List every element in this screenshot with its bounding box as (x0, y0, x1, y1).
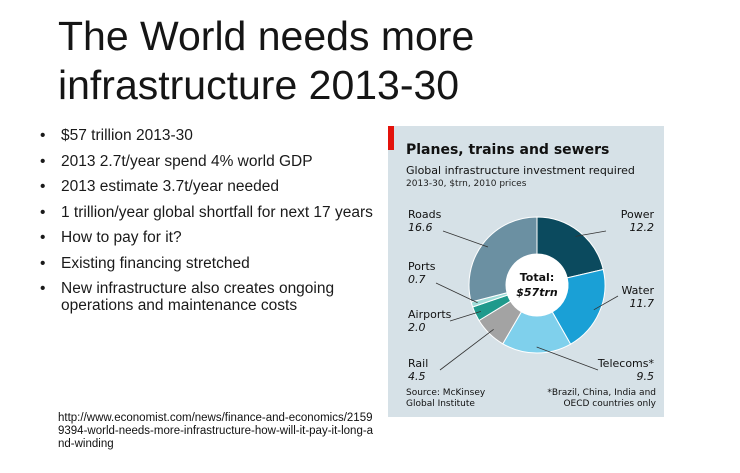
label-power: Power 12.2 (621, 208, 654, 234)
label-telecoms: Telecoms* 9.5 (598, 357, 654, 383)
bullet-dot: • (40, 152, 46, 170)
bullet-dot: • (40, 254, 46, 272)
leader-line-telecoms (536, 346, 599, 371)
chart-title: Planes, trains and sewers (406, 142, 610, 158)
bullet-dot: • (40, 229, 46, 246)
source-url-link[interactable]: http://www.economist.com/news/finance-an… (58, 412, 374, 450)
label-rail-name: Rail (408, 357, 429, 370)
chart-footnote: *Brazil, China, India and OECD countries… (547, 388, 656, 409)
bullet-dot: • (40, 280, 46, 297)
chart-subtitle: Global infrastructure investment require… (406, 164, 635, 177)
red-accent-bar (388, 126, 394, 150)
label-power-value: 12.2 (629, 221, 655, 234)
bullet-text: $57 trillion 2013-30 (61, 127, 193, 144)
label-telecoms-value: 9.5 (636, 370, 655, 383)
bullet-dot: • (40, 178, 46, 195)
label-roads: Roads 16.6 (408, 208, 441, 234)
label-water: Water 11.7 (621, 284, 654, 310)
label-roads-name: Roads (408, 208, 442, 221)
label-airports-value: 2.0 (408, 321, 426, 334)
bullet-dot: • (40, 127, 46, 144)
label-rail: Rail 4.5 (408, 357, 428, 383)
label-water-name: Water (621, 284, 654, 297)
slide-title: The World needs more infrastructure 2013… (58, 13, 475, 108)
leader-line-water (593, 295, 619, 311)
bullet-text: Existing financing stretched (61, 254, 250, 272)
bullet-item: • New infrastructure also creates ongoing… (38, 280, 378, 314)
label-ports-value: 0.7 (408, 273, 426, 286)
leader-line-power (575, 230, 607, 237)
label-rail-value: 4.5 (408, 370, 426, 383)
bullet-text: 2013 2.7t/year spend 4% world GDP (61, 152, 313, 170)
center-label-amount: $57trn (516, 286, 558, 299)
bullet-item: • How to pay for it? (38, 229, 378, 246)
center-label-total: Total: (520, 271, 554, 284)
bullet-text: How to pay for it? (61, 229, 182, 246)
leader-line-rail (439, 329, 494, 371)
bullet-item: • 1 trillion/year global shortfall for ne… (38, 204, 378, 221)
leader-line-ports (435, 282, 478, 304)
bullet-text: 2013 estimate 3.7t/year needed (61, 178, 280, 195)
bullet-list: • $57 trillion 2013-30 • 2013 2.7t/year sp… (38, 127, 378, 323)
bullet-item: • 2013 2.7t/year spend 4% world GDP (38, 153, 378, 170)
bullet-item: • 2013 estimate 3.7t/year needed (38, 178, 378, 195)
leader-line-airports (449, 310, 482, 322)
label-leader-lines (435, 230, 619, 371)
label-ports: Ports 0.7 (408, 260, 436, 286)
label-airports: Airports 2.0 (408, 308, 451, 334)
bullet-text: 1 trillion/year global shortfall for nex… (61, 203, 373, 221)
leader-line-roads (442, 230, 489, 248)
label-airports-name: Airports (408, 308, 452, 321)
label-water-value: 11.7 (629, 297, 655, 310)
bullet-item: • $57 trillion 2013-30 (38, 127, 378, 144)
label-power-name: Power (620, 208, 654, 221)
bullet-text: New infrastructure also creates ongoing … (61, 280, 335, 314)
label-ports-name: Ports (408, 260, 436, 273)
label-telecoms-name: Telecoms* (597, 357, 654, 370)
donut-chart: Total: $57trn (435, 216, 619, 371)
chart-panel: Planes, trains and sewers Global infrast… (388, 126, 664, 417)
bullet-dot: • (40, 203, 46, 221)
chart-source: Source: McKinsey Global Institute (406, 388, 486, 409)
chart-note: 2013-30, $trn, 2010 prices (406, 179, 527, 189)
bullet-item: • Existing financing stretched (38, 255, 378, 272)
label-roads-value: 16.6 (408, 221, 433, 234)
donut-hole (506, 254, 568, 316)
